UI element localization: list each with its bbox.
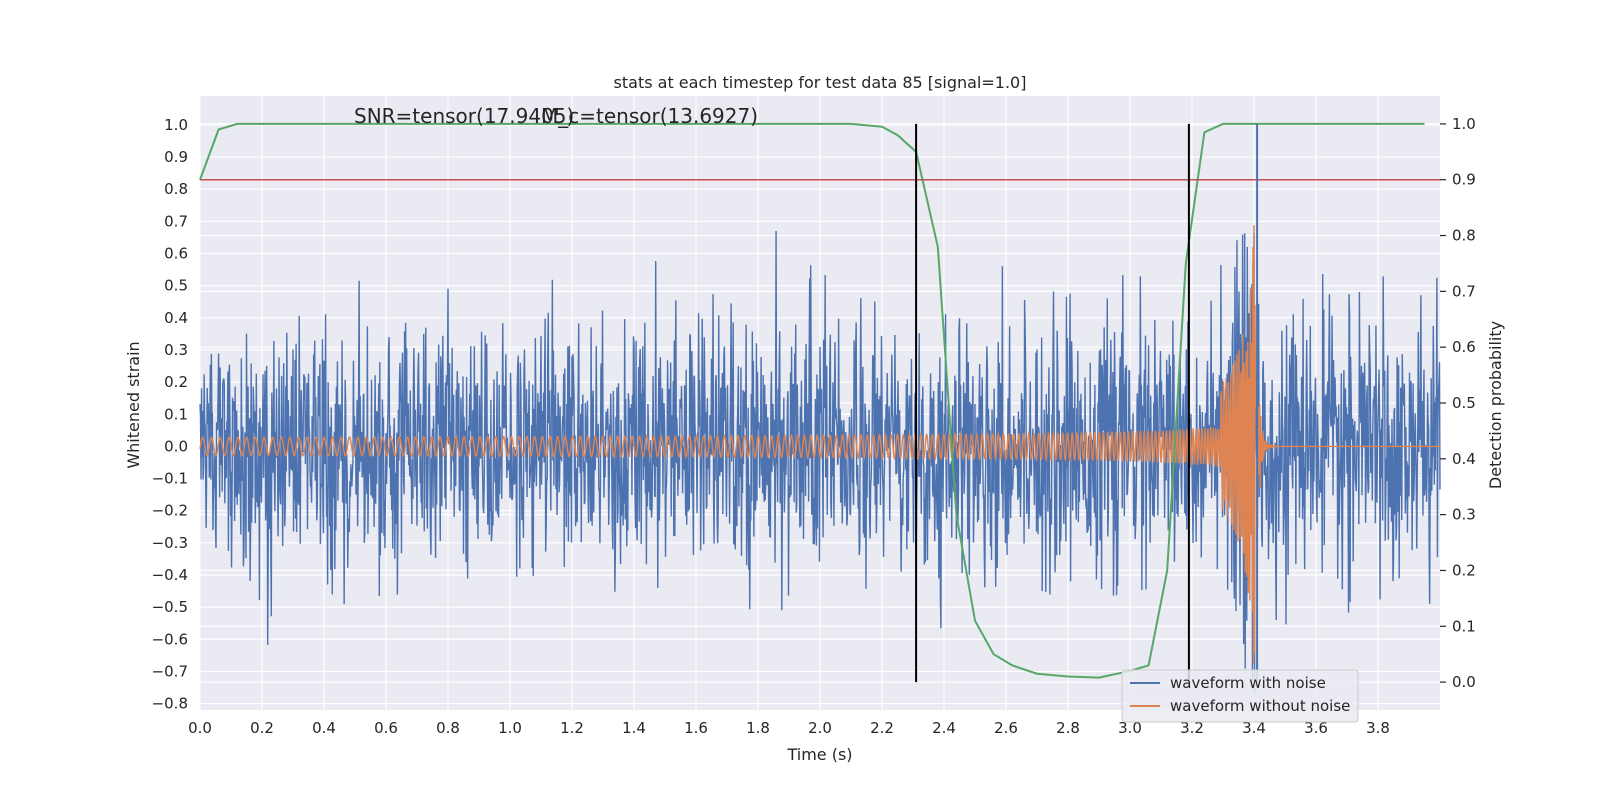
x-tick-label: 3.4 bbox=[1242, 719, 1266, 737]
y-axis-label: Whitened strain bbox=[124, 341, 143, 468]
x-axis-ticks: 0.0 0.2 0.4 0.6 0.8 1.0 1.2 1.4 1.6 1.8 2.0 2.2 2.4 2… bbox=[188, 719, 1390, 737]
y-tick-label: −0.3 bbox=[152, 534, 188, 552]
x-tick-label: 2.4 bbox=[932, 719, 956, 737]
y2-tick-label: 0.8 bbox=[1452, 227, 1476, 245]
y-tick-label: 0.5 bbox=[164, 277, 188, 295]
y-tick-label: 0.4 bbox=[164, 309, 188, 327]
x-tick-label: 1.4 bbox=[622, 719, 646, 737]
y2-tick-label: 0.4 bbox=[1452, 450, 1476, 468]
x-tick-label: 2.2 bbox=[870, 719, 894, 737]
y2-tick-label: 1.0 bbox=[1452, 115, 1476, 133]
series-waveform-without-noise bbox=[199, 225, 1440, 664]
x-tick-label: 3.2 bbox=[1180, 719, 1204, 737]
legend-box bbox=[1121, 669, 1359, 723]
legend-label-noisy: waveform with noise bbox=[1170, 674, 1326, 692]
y-tick-label: 0.7 bbox=[164, 212, 188, 230]
x-tick-label: 1.0 bbox=[498, 719, 522, 737]
y-tick-label: 0.1 bbox=[164, 405, 188, 423]
y2-tick-label: 0.1 bbox=[1452, 617, 1476, 635]
x-tick-label: 0.8 bbox=[436, 719, 460, 737]
x-tick-label: 0.0 bbox=[188, 719, 212, 737]
y-tick-label: 0.2 bbox=[164, 373, 188, 391]
y-tick-label: −0.1 bbox=[152, 470, 188, 488]
annotation-mc: M_c=tensor(13.6927) bbox=[541, 104, 758, 128]
x-tick-label: 1.2 bbox=[560, 719, 584, 737]
y-tick-label: −0.5 bbox=[152, 598, 188, 616]
line-waveform-without-noise bbox=[199, 225, 1440, 664]
x-tick-label: 2.6 bbox=[994, 719, 1018, 737]
x-tick-label: 3.8 bbox=[1366, 719, 1390, 737]
y2-tick-label: 0.6 bbox=[1452, 338, 1476, 356]
x-tick-label: 3.6 bbox=[1304, 719, 1328, 737]
y2-tick-label: 0.5 bbox=[1452, 394, 1476, 412]
y2-axis-ticks: 1.0 0.9 0.8 0.7 0.6 0.5 0.4 0.3 0.2 0.1 0.0 bbox=[1440, 115, 1476, 691]
y-tick-label: 1.0 bbox=[164, 116, 188, 134]
y2-tick-label: 0.2 bbox=[1452, 561, 1476, 579]
y-tick-label: 0.0 bbox=[164, 437, 188, 455]
series-detection-probability bbox=[199, 122, 1425, 679]
x-tick-label: 1.8 bbox=[746, 719, 770, 737]
x-tick-label: 0.4 bbox=[312, 719, 336, 737]
x-tick-label: 0.6 bbox=[374, 719, 398, 737]
reference-lines bbox=[200, 123, 1440, 683]
y-tick-label: −0.8 bbox=[152, 695, 188, 713]
y-tick-label: 0.3 bbox=[164, 341, 188, 359]
y-tick-label: −0.7 bbox=[152, 662, 188, 680]
y-tick-label: −0.4 bbox=[152, 566, 188, 584]
y-tick-label: −0.6 bbox=[152, 630, 188, 648]
y2-tick-label: 0.7 bbox=[1452, 282, 1476, 300]
x-tick-label: 3.0 bbox=[1118, 719, 1142, 737]
x-tick-label: 1.6 bbox=[684, 719, 708, 737]
annotation-snr: SNR=tensor(17.9405) bbox=[354, 104, 574, 128]
x-tick-label: 0.2 bbox=[250, 719, 274, 737]
y2-axis-label: Detection probability bbox=[1486, 321, 1505, 489]
x-tick-label: 2.0 bbox=[808, 719, 832, 737]
y-tick-label: 0.8 bbox=[164, 180, 188, 198]
y2-tick-label: 0.0 bbox=[1452, 673, 1476, 691]
line-detection-probability bbox=[199, 122, 1425, 679]
y2-tick-label: 0.3 bbox=[1452, 506, 1476, 524]
x-axis-label: Time (s) bbox=[786, 745, 852, 764]
legend: waveform with noise waveform without noi… bbox=[1121, 669, 1359, 723]
y-tick-label: 0.9 bbox=[164, 148, 188, 166]
chart-title: stats at each timestep for test data 85 … bbox=[614, 73, 1027, 92]
x-tick-label: 2.8 bbox=[1056, 719, 1080, 737]
legend-label-clean: waveform without noise bbox=[1170, 697, 1350, 715]
y2-tick-label: 0.9 bbox=[1452, 171, 1476, 189]
y-tick-label: −0.2 bbox=[152, 502, 188, 520]
y-axis-ticks: 1.0 0.9 0.8 0.7 0.6 0.5 0.4 0.3 0.2 0.1 0.0 −0.1 −0.… bbox=[152, 116, 188, 713]
y-tick-label: 0.6 bbox=[164, 245, 188, 263]
